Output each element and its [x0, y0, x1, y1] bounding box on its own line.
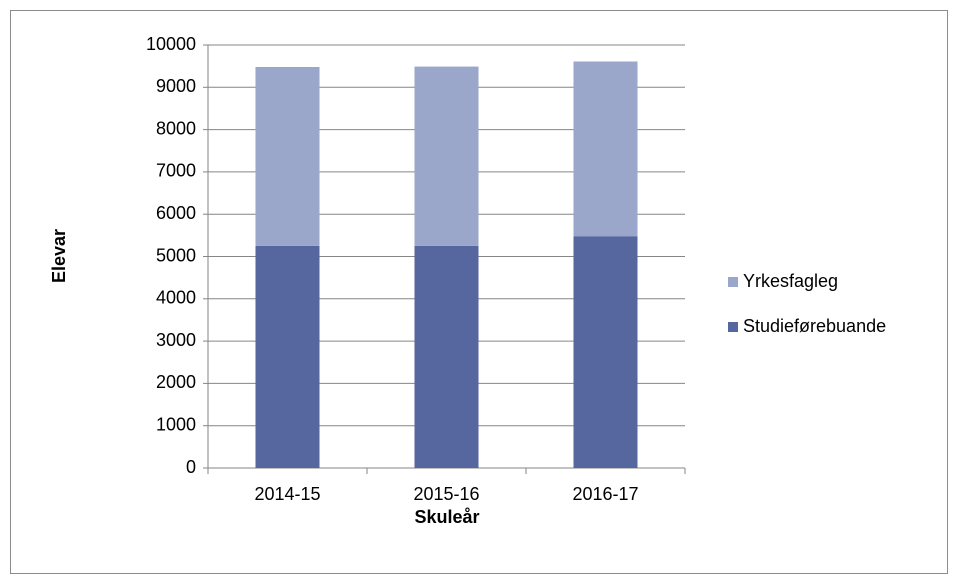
- y-tick-label: 8000: [156, 118, 196, 138]
- legend-label: Yrkesfagleg: [743, 271, 838, 291]
- y-axis-title: Elevar: [49, 229, 69, 283]
- y-tick-label: 5000: [156, 245, 196, 265]
- bar-segment: [573, 61, 638, 237]
- y-tick-label: 0: [186, 457, 196, 477]
- bar-segment: [255, 66, 320, 246]
- legend-swatch: [728, 322, 738, 332]
- y-tick-label: 2000: [156, 372, 196, 392]
- bar-segment: [414, 245, 479, 468]
- y-tick-label: 3000: [156, 330, 196, 350]
- y-tick-label: 6000: [156, 203, 196, 223]
- x-tick-label: 2016-17: [572, 484, 638, 504]
- y-tick-label: 9000: [156, 76, 196, 96]
- chart-border: [10, 10, 948, 574]
- bar-segment: [255, 245, 320, 468]
- y-tick-label: 10000: [146, 34, 196, 54]
- x-tick-label: 2015-16: [413, 484, 479, 504]
- legend-swatch: [728, 277, 738, 287]
- legend-label: Studieførebuande: [743, 316, 886, 336]
- y-tick-label: 7000: [156, 161, 196, 181]
- bar-segment: [414, 66, 479, 246]
- y-tick-label: 4000: [156, 288, 196, 308]
- x-axis-title: Skuleår: [414, 507, 479, 527]
- x-tick-label: 2014-15: [254, 484, 320, 504]
- bar-segment: [573, 236, 638, 468]
- y-tick-label: 1000: [156, 414, 196, 434]
